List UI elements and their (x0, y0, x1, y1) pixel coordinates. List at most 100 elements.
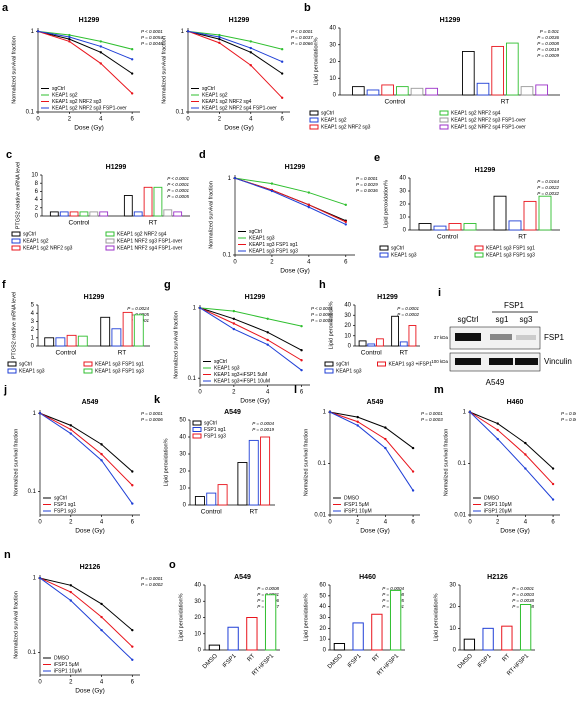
x-axis-label: Dose (Gy) (360, 528, 390, 535)
bar (194, 496, 205, 506)
bar (433, 225, 447, 231)
legend-label: KEAP1 sg2 (23, 238, 49, 244)
series-line (187, 30, 283, 50)
data-point (384, 446, 387, 450)
data-point (356, 415, 359, 419)
y-tick-label: 0 (403, 228, 407, 234)
y-tick-label: 30 (399, 189, 406, 195)
bar (358, 340, 367, 347)
bar (237, 462, 248, 506)
protein-label: FSP1 (544, 333, 565, 342)
bar (535, 84, 548, 96)
p-value: P < 0.0001 (167, 176, 189, 181)
x-tick-label: RT (149, 220, 158, 227)
x-tick-label: 4 (99, 117, 103, 123)
y-tick-label: 0 (35, 214, 39, 220)
y-tick-label: 40 (179, 435, 186, 441)
legend-swatch (439, 110, 449, 116)
x-tick-label: iFSP1 (347, 653, 363, 669)
data-point (130, 58, 134, 61)
data-point (233, 176, 237, 180)
y-tick-label: 10 (344, 333, 351, 339)
data-point (551, 467, 555, 470)
bar (366, 89, 380, 96)
x-tick-label: 0 (198, 390, 202, 396)
y-tick-label: 1 (31, 335, 35, 341)
series-line (469, 411, 554, 485)
p-value: P = 0.0019 (537, 47, 559, 52)
legend-swatch (379, 252, 389, 258)
data-point (131, 645, 134, 648)
y-tick-label: 50 (319, 593, 326, 599)
y-tick-label: 40 (194, 583, 201, 589)
legend-swatch (324, 368, 334, 374)
y-tick-label: 20 (449, 604, 456, 610)
x-axis-label: Dose (Gy) (500, 528, 530, 535)
p-value: P < 0.0001 (311, 306, 333, 311)
data-point (218, 37, 221, 41)
y-tick-label: 40 (344, 303, 351, 309)
y-axis-label: Normalized survival fraction (13, 429, 19, 497)
bar (491, 45, 504, 96)
p-value: P = 0.0003 (421, 417, 443, 422)
x-tick-label: 4 (266, 390, 270, 396)
lane-label: sgCtrl (458, 315, 479, 324)
x-tick-label: RT (247, 653, 257, 663)
p-value: P = 0.0066 (291, 41, 313, 46)
bar (264, 594, 277, 651)
x-tick-label: DMSO (202, 653, 219, 670)
bar (463, 638, 476, 651)
y-tick-label: 10 (31, 173, 38, 179)
series-line (469, 411, 554, 500)
chart-panel: e H1299 Lipid peroxidation% 0 10 20 30 40 P = 0.… (374, 152, 560, 258)
data-point (131, 628, 134, 632)
data-point (468, 410, 472, 414)
y-tick-label: 0.01 (314, 513, 326, 519)
series-line (37, 30, 133, 94)
legend-label: KEAP1 NRF2 sg3 FSP1-over (117, 238, 183, 244)
x-tick-label: 2 (232, 390, 236, 396)
data-point (280, 48, 284, 51)
legend-label: DMSO (54, 655, 69, 661)
p-value: P = 0.0002 (141, 582, 163, 587)
y-axis-label: Normalized survival fraction (161, 36, 167, 104)
data-point (100, 452, 103, 456)
legend-swatch (377, 361, 386, 367)
y-tick-label: 6 (35, 189, 39, 195)
bar (448, 223, 462, 231)
x-tick-label: RT (501, 99, 510, 106)
y-tick-label: 40 (329, 26, 336, 32)
data-point (100, 628, 103, 632)
data-point (524, 441, 527, 445)
legend-label: sgCtrl (214, 359, 227, 365)
data-point (100, 459, 103, 462)
y-tick-label: 30 (194, 599, 201, 605)
p-value: P = 0.0002 (397, 312, 419, 317)
p-value: P = 0.0001 (512, 586, 534, 591)
bar (462, 51, 475, 96)
data-point (249, 64, 252, 67)
y-tick-label: 40 (399, 176, 406, 182)
x-tick-label: 4 (100, 680, 104, 686)
y-axis-label: Normalized survival fraction (303, 429, 309, 497)
p-value: P < 0.0001 (167, 182, 189, 187)
legend-label: KEAP1 sg3+iFSP1 5uM (214, 372, 267, 378)
series-line (199, 307, 302, 327)
x-tick-label: 2 (69, 680, 73, 686)
legend-swatch (105, 245, 115, 251)
data-point (280, 96, 284, 99)
data-point (551, 498, 555, 501)
legend-swatch (324, 361, 334, 367)
series-line (37, 30, 133, 74)
x-tick-label: RT (118, 350, 127, 357)
y-tick-label: 1 (193, 305, 197, 311)
p-value: P = 0.0003 (512, 592, 534, 597)
panel-letter: f (2, 279, 6, 291)
legend-swatch (192, 427, 202, 432)
data-point (384, 437, 387, 441)
bar (333, 643, 346, 651)
chart-title: H1299 (245, 294, 266, 301)
chart-panel: g H1299 Normalized survival fraction 0.1 1 P … (164, 279, 333, 405)
data-point (300, 324, 303, 328)
legend-label: sgCtrl (52, 86, 65, 92)
